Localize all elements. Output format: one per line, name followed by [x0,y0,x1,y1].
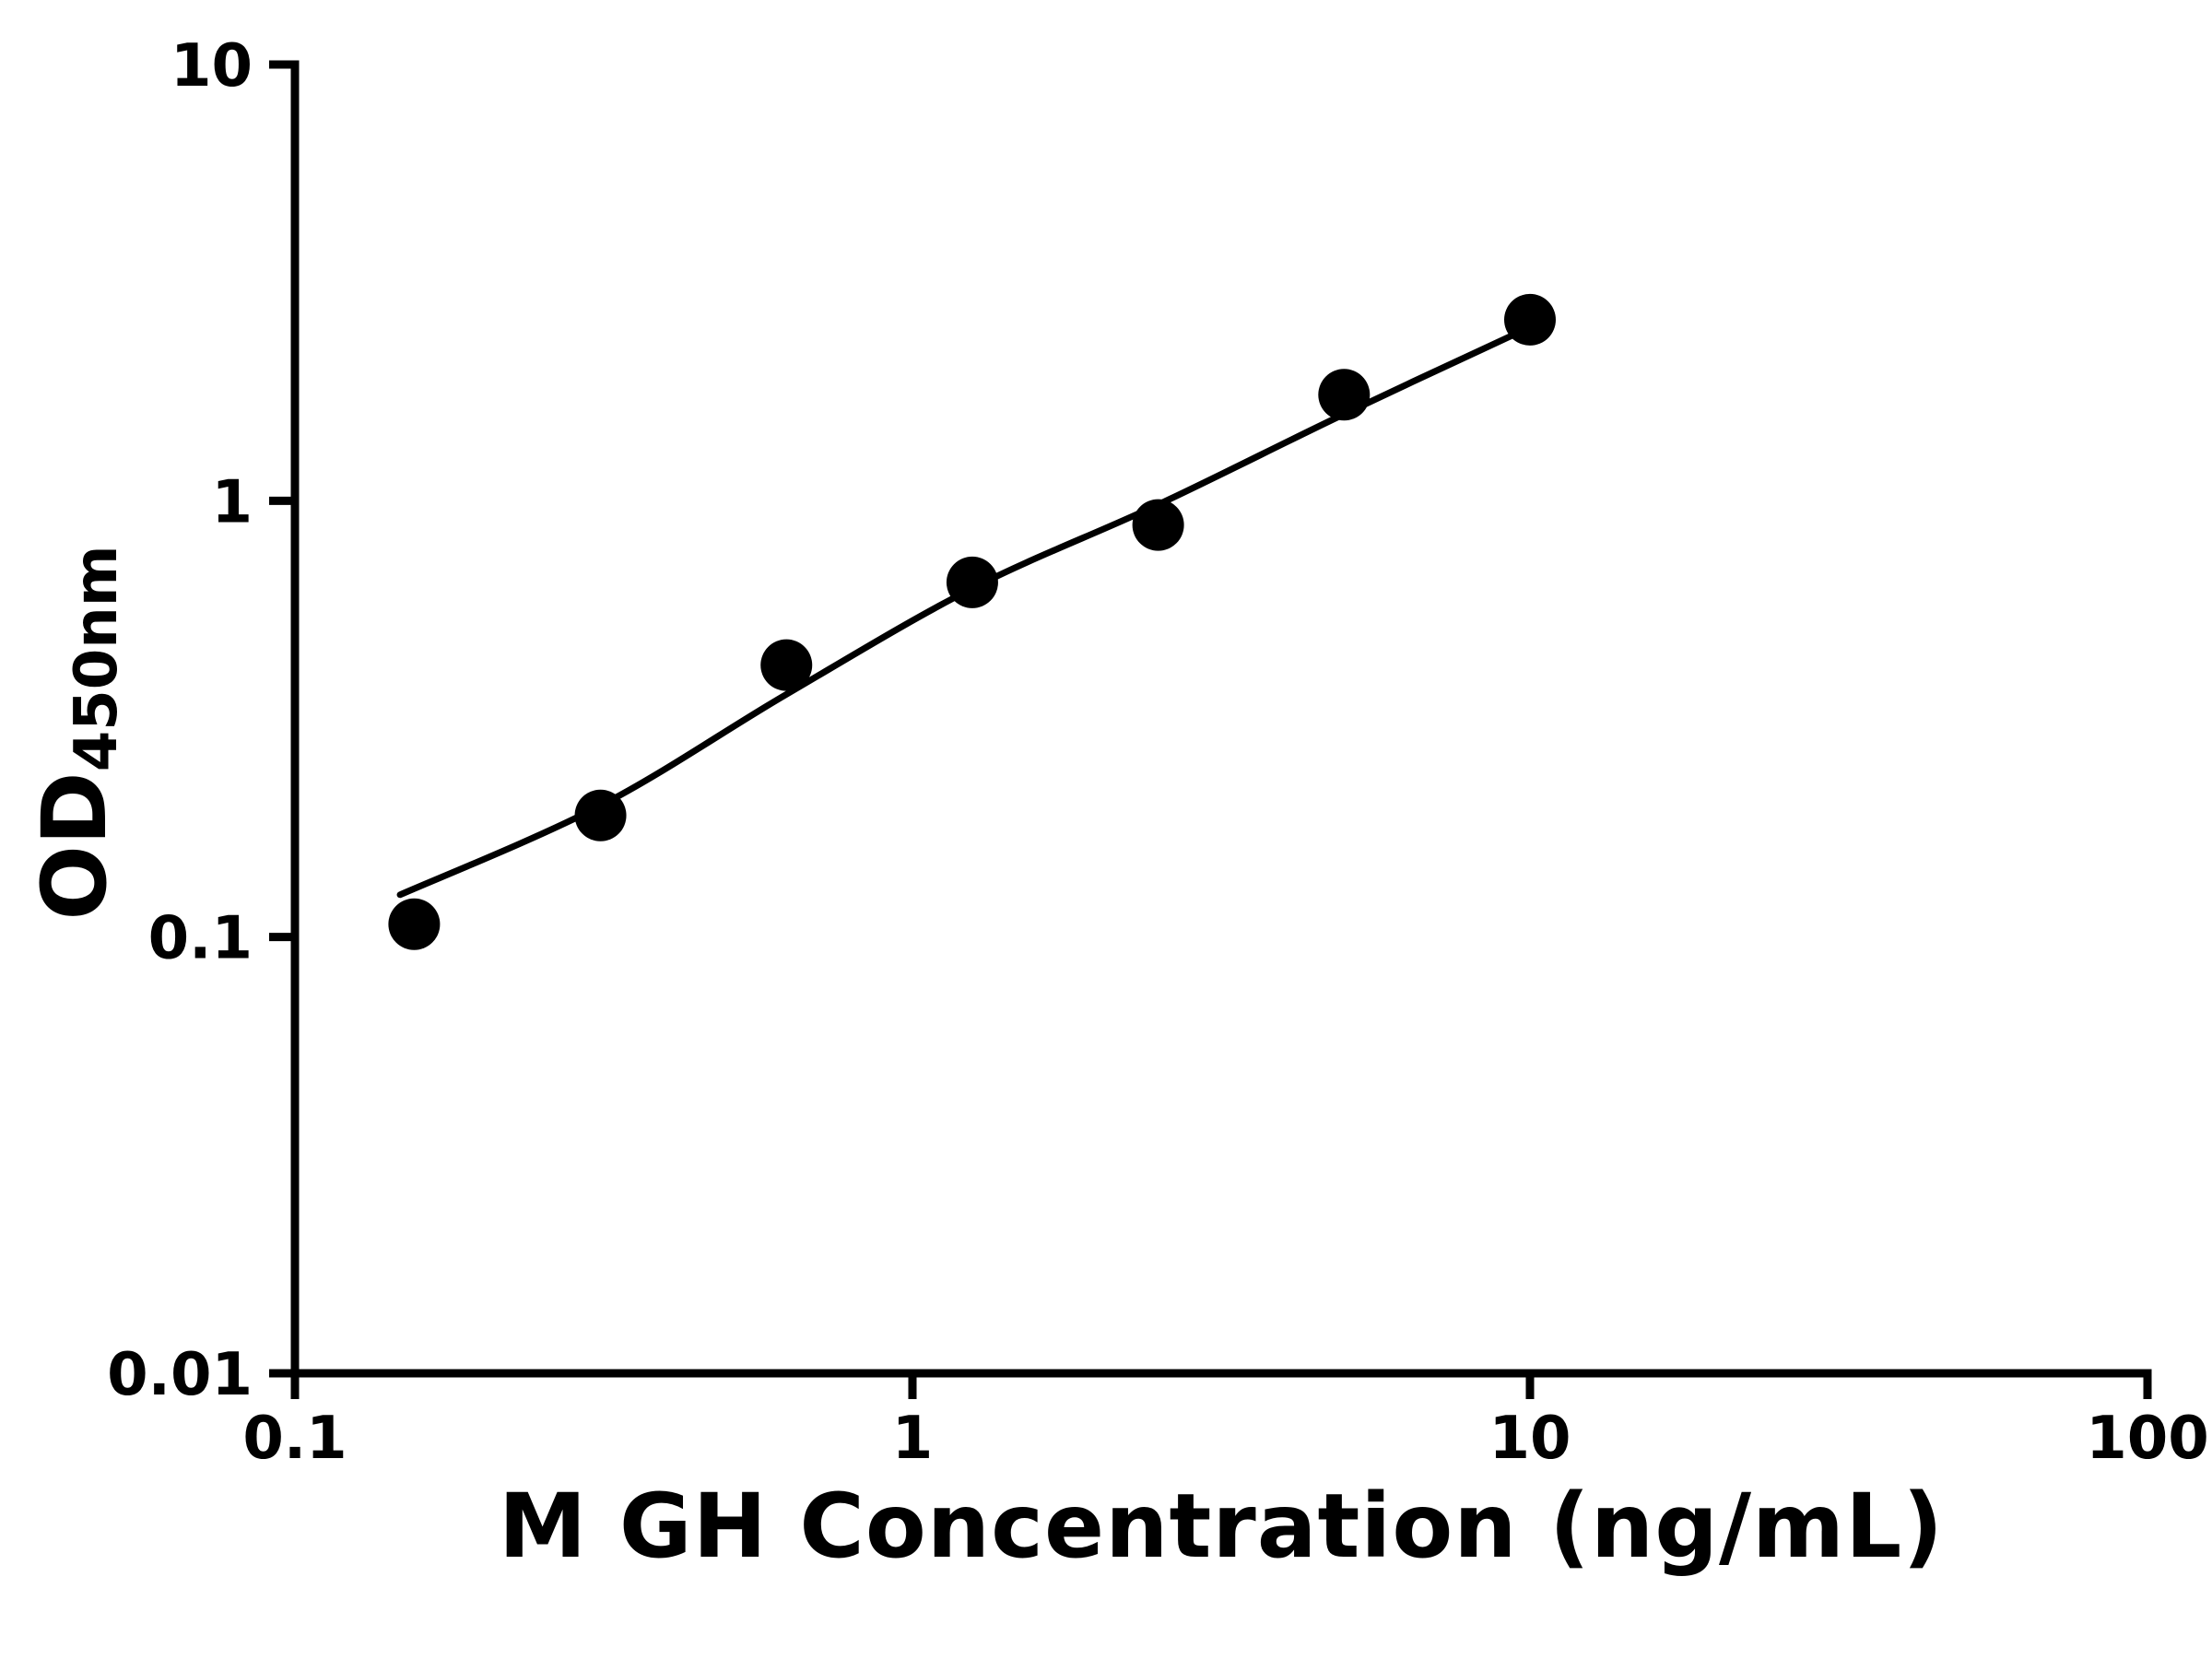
data-point [574,789,627,841]
x-axis-tick-label: 0.1 [242,1405,347,1473]
y-axis-tick-label: 0.01 [107,1341,253,1409]
data-point [946,556,998,608]
x-axis-tick-label: 1 [892,1405,934,1473]
y-axis-tick-label: 1 [211,468,253,536]
x-axis-tick-label: 10 [1488,1405,1571,1473]
od-subscript-450nm: 450nm [63,545,131,772]
data-point [388,898,441,950]
x-axis-tick-label: 100 [2086,1405,2209,1473]
x-axis-title: M GH Concentration (ng/mL) [498,1475,1945,1578]
data-point [1318,369,1371,421]
od-label: OD [23,771,126,921]
data-point [1504,293,1556,346]
y-axis-title: OD 450nm [23,465,134,1000]
data-point [1132,499,1184,551]
axis-spine [290,60,2152,1378]
y-axis-tick-label: 10 [171,32,253,100]
y-axis-tick-label: 0.1 [148,905,253,973]
data-point [760,639,813,691]
